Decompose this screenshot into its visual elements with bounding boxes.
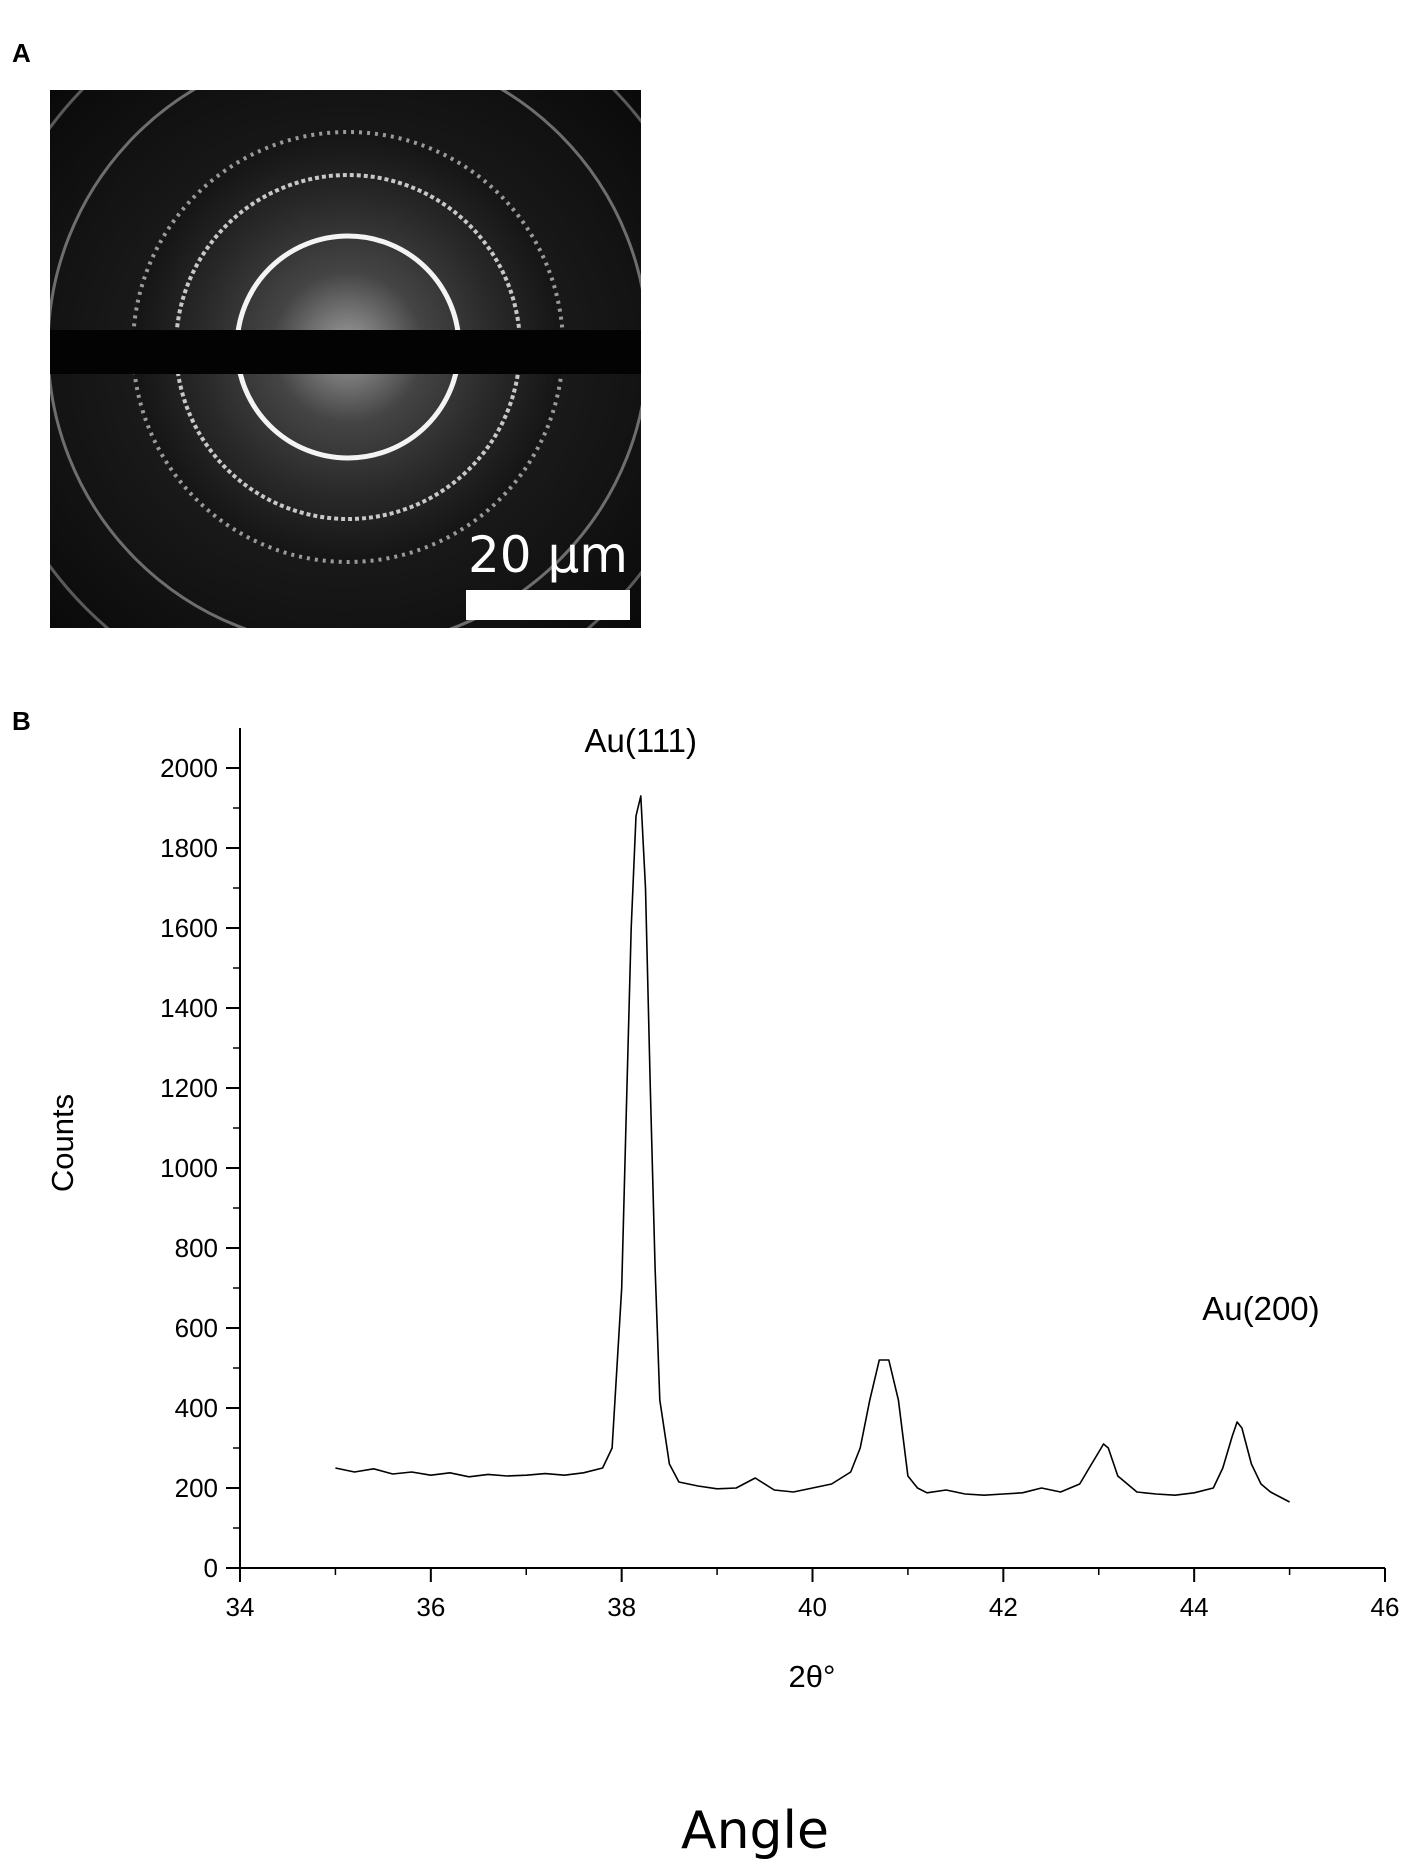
electron-diffraction-image: 20 µm bbox=[50, 90, 641, 628]
y-tick-label: 1200 bbox=[160, 1073, 218, 1103]
peak-annotations: Au(111) Au(200) bbox=[584, 722, 1319, 1327]
x-axis-title: 2θ° bbox=[789, 1659, 836, 1694]
xrd-chart: 0 200 400 600 800 1000 1200 1400 1600 1800 2000 34… bbox=[45, 722, 1400, 1861]
y-tick-label: 400 bbox=[175, 1393, 218, 1423]
y-tick-label: 0 bbox=[204, 1553, 218, 1583]
scale-bar-label: 20 µm bbox=[468, 526, 628, 584]
y-tick-label: 1400 bbox=[160, 993, 218, 1023]
series-layer bbox=[335, 795, 1290, 1503]
y-tick-label: 1000 bbox=[160, 1153, 218, 1183]
x-tick-label: 36 bbox=[416, 1592, 445, 1622]
y-tick-label: 1800 bbox=[160, 833, 218, 863]
x-tick-label: 40 bbox=[798, 1592, 827, 1622]
y-tick-label: 800 bbox=[175, 1233, 218, 1263]
figure-caption: Angle bbox=[681, 1801, 829, 1861]
x-axis-ticks: 34 36 38 40 42 44 46 bbox=[226, 1568, 1400, 1622]
peak-label: Au(200) bbox=[1202, 1290, 1319, 1327]
xrd-pattern-line bbox=[335, 795, 1290, 1503]
y-tick-label: 1600 bbox=[160, 913, 218, 943]
x-tick-label: 38 bbox=[607, 1592, 636, 1622]
x-tick-label: 46 bbox=[1371, 1592, 1400, 1622]
y-axis-title: Counts bbox=[45, 1094, 80, 1192]
chart-axes bbox=[239, 728, 1385, 1569]
scale-bar bbox=[466, 590, 630, 620]
panel-b-label: B bbox=[12, 706, 31, 736]
y-axis-ticks: 0 200 400 600 800 1000 1200 1400 1600 1800 2000 bbox=[160, 753, 240, 1583]
y-tick-label: 200 bbox=[175, 1473, 218, 1503]
y-tick-label: 600 bbox=[175, 1313, 218, 1343]
y-tick-label: 2000 bbox=[160, 753, 218, 783]
x-tick-label: 44 bbox=[1180, 1592, 1209, 1622]
beam-stopper bbox=[50, 330, 641, 374]
panel-a-label: A bbox=[12, 38, 31, 68]
x-tick-label: 34 bbox=[226, 1592, 255, 1622]
peak-label: Au(111) bbox=[584, 722, 697, 759]
x-tick-label: 42 bbox=[989, 1592, 1018, 1622]
